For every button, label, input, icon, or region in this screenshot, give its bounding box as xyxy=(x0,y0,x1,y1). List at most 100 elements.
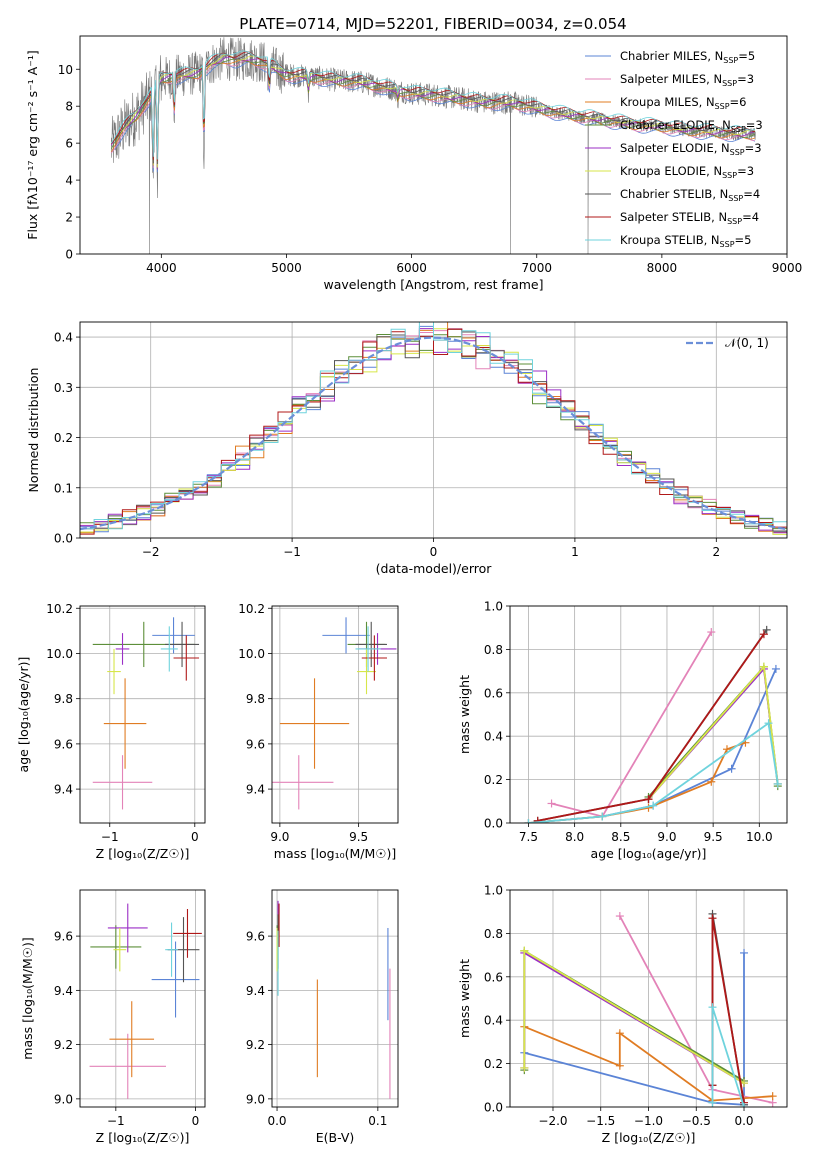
x-tick-label: 9.5 xyxy=(349,830,368,844)
x-tick-label: −1.5 xyxy=(586,1114,615,1128)
x-tick-label: 1 xyxy=(571,545,579,559)
y-axis-label: age [log₁₀(age/yr)] xyxy=(16,657,31,773)
y-tick-label: 0.0 xyxy=(484,817,503,831)
y-tick-label: 9.4 xyxy=(54,984,73,998)
mass_vs_ebv-plot-area xyxy=(276,900,391,1099)
weight_vs_Z-plot-area xyxy=(520,909,777,1107)
x-tick-label: −1.0 xyxy=(634,1114,663,1128)
x-tick-label: 7.5 xyxy=(519,830,538,844)
x-tick-label: 0 xyxy=(192,1114,200,1128)
y-tick-label: 9.6 xyxy=(246,930,265,944)
axes-frame xyxy=(509,889,788,1108)
x-tick-label: 0.0 xyxy=(267,1114,286,1128)
x-tick-label: 8.5 xyxy=(611,830,630,844)
y-tick-label: 9.8 xyxy=(246,692,265,706)
x-axis-label: mass [log₁₀(M/M☉)] xyxy=(274,846,396,861)
legend-entry-chabrier_miles: Chabrier MILES, NSSP=5 xyxy=(620,49,755,65)
y-tick-label: 0.1 xyxy=(54,481,73,495)
y-tick-label: 0.2 xyxy=(484,1057,503,1071)
y-tick-label: 10.0 xyxy=(46,647,73,661)
y-tick-label: 2 xyxy=(65,211,73,225)
y-tick-label: 9.6 xyxy=(246,737,265,751)
y-tick-label: 9.4 xyxy=(246,984,265,998)
y-tick-label: 0.8 xyxy=(484,643,503,657)
mass_vs_ebv-panel: 0.0 0.1 9.0 9.2 9.4 9.6 E(B-V) xyxy=(246,889,399,1145)
weight_vs_age-panel: 7.5 8.0 8.5 9.0 9.5 10.0 0.0 0.2 0.4 0.6 0.8 1.0 age… xyxy=(457,600,788,861)
y-tick-label: 0.4 xyxy=(54,331,73,345)
y-tick-label: 10 xyxy=(58,63,73,77)
y-tick-label: 10.0 xyxy=(238,647,265,661)
model-spectrum-chabrier_elodie xyxy=(110,58,756,170)
y-tick-label: 6 xyxy=(65,137,73,151)
y-tick-label: 0 xyxy=(65,248,73,262)
axes-frame xyxy=(271,605,399,824)
y-tick-label: 9.0 xyxy=(54,1092,73,1106)
y-tick-label: 9.2 xyxy=(54,1038,73,1052)
legend-entry-chabrier_elodie: Chabrier ELODIE, NSSP=3 xyxy=(620,118,763,134)
axes-frame xyxy=(79,35,788,255)
y-axis-label: Normed distribution xyxy=(26,368,41,493)
figure-title: PLATE=0714, MJD=52201, FIBERID=0034, z=0… xyxy=(239,15,626,33)
legend-entry-kroupa_elodie: Kroupa ELODIE, NSSP=3 xyxy=(620,164,754,180)
x-tick-label: 0 xyxy=(430,545,438,559)
spectrum-legend: Chabrier MILES, NSSP=5 Salpeter MILES, NS… xyxy=(585,49,763,249)
axes-frame xyxy=(271,889,399,1108)
mass_vs_Z-plot-area xyxy=(89,903,202,1099)
y-tick-label: 9.8 xyxy=(54,692,73,706)
x-tick-label: −1 xyxy=(107,1114,125,1128)
y-tick-label: 4 xyxy=(65,174,73,188)
y-tick-label: 10.2 xyxy=(238,602,265,616)
y-axis-label: mass weight xyxy=(457,675,472,754)
model-spectrum-kroupa_stelib xyxy=(110,50,756,160)
residuals-plot-area xyxy=(80,322,787,535)
x-tick-label: −0.5 xyxy=(682,1114,711,1128)
x-axis-label: Z [log₁₀(Z/Z☉)] xyxy=(96,1130,190,1145)
y-tick-label: 0.4 xyxy=(484,1014,503,1028)
x-tick-label: 5000 xyxy=(271,261,302,275)
normal-distribution-curve xyxy=(80,336,787,531)
age_vs_Z-panel: −1 0 9.4 9.6 9.8 10.0 10.2 Z [log₁₀(Z/Z☉)] age [… xyxy=(16,602,206,861)
axes-frame xyxy=(509,605,788,824)
axes-frame xyxy=(79,889,206,1108)
x-tick-label: −1 xyxy=(283,545,301,559)
y-tick-label: 9.6 xyxy=(54,737,73,751)
y-tick-label: 0.0 xyxy=(484,1101,503,1115)
weight-line-chabrier_miles xyxy=(524,952,745,1106)
x-tick-label: 0.1 xyxy=(368,1114,387,1128)
x-tick-label: 8.0 xyxy=(565,830,584,844)
y-tick-label: 0.4 xyxy=(484,730,503,744)
weight_vs_age-plot-area xyxy=(524,625,782,823)
x-tick-label: 8000 xyxy=(647,261,678,275)
x-tick-label: 0 xyxy=(191,830,199,844)
x-tick-label: 9.0 xyxy=(657,830,676,844)
x-tick-label: 6000 xyxy=(396,261,427,275)
y-tick-label: 0.8 xyxy=(484,927,503,941)
x-tick-label: 9.5 xyxy=(704,830,723,844)
y-axis-label: mass [log₁₀(M/M☉)] xyxy=(20,937,35,1059)
legend-entry-kroupa_miles: Kroupa MILES, NSSP=6 xyxy=(620,95,746,111)
y-tick-label: 0.0 xyxy=(54,532,73,546)
legend-entry-salpeter_miles: Salpeter MILES, NSSP=3 xyxy=(620,72,754,88)
y-tick-label: 10.2 xyxy=(46,602,73,616)
y-tick-label: 0.6 xyxy=(484,970,503,984)
y-tick-label: 0.2 xyxy=(484,773,503,787)
x-axis-label: Z [log₁₀(Z/Z☉)] xyxy=(96,846,190,861)
y-tick-label: 8 xyxy=(65,100,73,114)
spectrum-panel: 4000 5000 6000 7000 8000 9000 0 2 4 6 8 10 wavelengt… xyxy=(25,35,802,292)
age_vs_Z-plot-area xyxy=(92,617,200,810)
weight_vs_Z-panel: −2.0 −1.5 −1.0 −0.5 0.0 0.0 0.2 0.4 0.6 0.8 1.0 Z [… xyxy=(457,884,788,1145)
axes-frame xyxy=(79,605,206,824)
x-axis-label: age [log₁₀(age/yr)] xyxy=(591,846,707,861)
spectrum-plot-area xyxy=(110,37,756,254)
axes-frame xyxy=(79,321,788,539)
age_vs_mass-panel: 9.0 9.5 9.4 9.6 9.8 10.0 10.2 mass [log₁₀(M/M☉)… xyxy=(238,602,399,861)
y-tick-label: 9.0 xyxy=(246,1092,265,1106)
residuals-panel: −2 −1 0 1 2 0.0 0.1 0.2 0.3 0.4 (data-model)/error… xyxy=(26,321,788,576)
y-tick-label: 0.2 xyxy=(54,431,73,445)
x-tick-label: 4000 xyxy=(146,261,177,275)
histogram-salpeter_stelib xyxy=(80,328,787,535)
x-axis-label: wavelength [Angstrom, rest frame] xyxy=(323,277,543,292)
legend-entry-kroupa_stelib: Kroupa STELIB, NSSP=5 xyxy=(620,233,751,249)
x-tick-label: −2.0 xyxy=(538,1114,567,1128)
